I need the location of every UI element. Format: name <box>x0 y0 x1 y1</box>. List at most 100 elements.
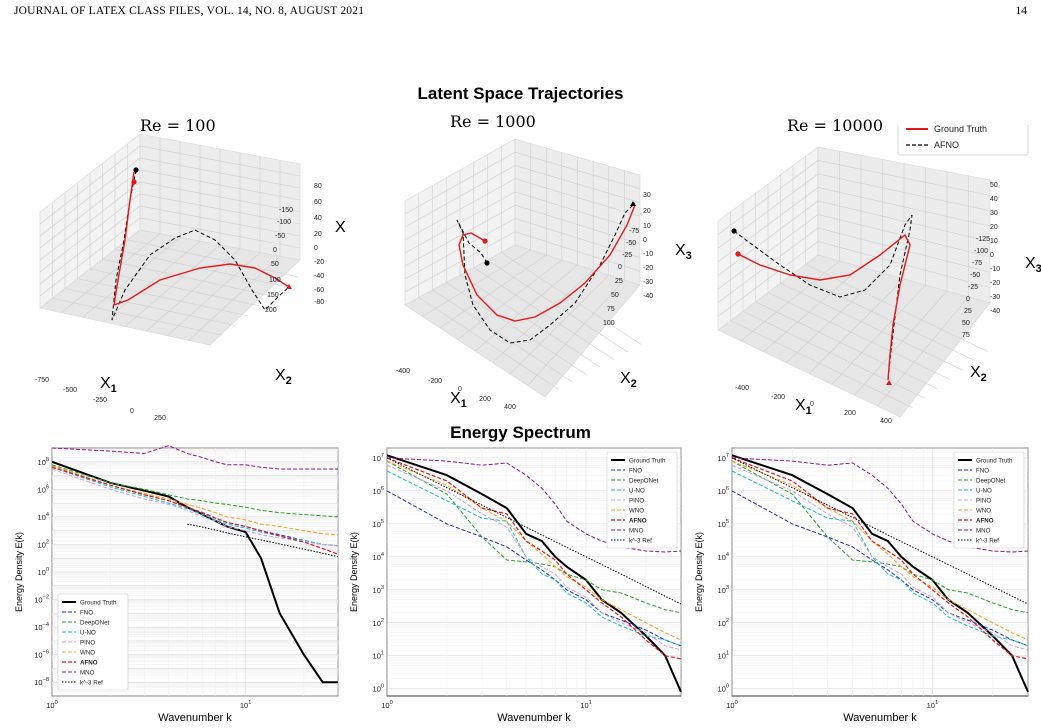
y-tick-label: 107 <box>373 453 384 463</box>
z-tick-label: 40 <box>314 215 322 222</box>
x-tick-label: 100 <box>726 700 737 710</box>
grid-line <box>446 282 587 375</box>
legend-label: FNO <box>629 468 642 475</box>
x-tick-label: 101 <box>927 700 938 710</box>
grid-line <box>717 241 991 317</box>
grid-line <box>509 166 610 375</box>
legend-label: AFNO <box>80 660 98 667</box>
series-line-deeponet <box>386 460 682 614</box>
y-tick-label: 50 <box>962 320 970 327</box>
y-tick-label: 101 <box>718 651 729 661</box>
y-tick-label: 106 <box>718 486 729 496</box>
grid-line <box>77 278 248 317</box>
y-axis-label: Energy Density E(k) <box>694 532 704 612</box>
z-tick-label: -60 <box>314 287 324 294</box>
series-line-fno <box>731 490 1029 647</box>
y-tick-label: 10−2 <box>34 595 49 605</box>
series-line-afno <box>731 457 1029 660</box>
x-tick-label: -400 <box>396 368 410 375</box>
x-tick-label: -250 <box>93 397 107 404</box>
series-line-afno <box>51 466 339 555</box>
y-tick-label: -50 <box>275 233 285 240</box>
grid-line <box>459 274 601 368</box>
grid-line <box>404 151 641 215</box>
series-line-wno <box>386 460 682 641</box>
legend-label: PINO <box>629 498 644 505</box>
grid-line <box>792 273 976 362</box>
grid-line <box>501 252 642 345</box>
legend-label: FNO <box>80 610 93 617</box>
z-tick-label: 30 <box>990 210 998 217</box>
y-tick-label: 0 <box>966 296 970 303</box>
y-tick-label: -25 <box>968 284 978 291</box>
x-tick-label: 200 <box>479 396 491 403</box>
grid-line <box>52 297 223 336</box>
z-tick-label: -40 <box>314 273 324 280</box>
grid-line <box>740 151 840 342</box>
x1-axis-label: X1 <box>450 390 467 410</box>
z-tick-label: -20 <box>990 280 1000 287</box>
z-tick-label: -40 <box>990 308 1000 315</box>
legend-label: Ground Truth <box>934 125 987 134</box>
spectrum-legend: Ground Truth FNO DeepONet U-NO PINO WNO AFNO MN… <box>606 451 678 549</box>
y-tick-label: 105 <box>718 519 729 529</box>
y-tick-label: 103 <box>718 585 729 595</box>
latent-plot-re100: -750-500-25002505007501000200150100500-5… <box>35 133 345 420</box>
legend-label: U-NO <box>976 488 992 495</box>
y-tick-label: 25 <box>615 278 623 285</box>
y-tick-label: 100 <box>603 320 615 327</box>
legend-box <box>953 451 1025 549</box>
x-tick-label: 0 <box>130 408 134 415</box>
legend-label: Ground Truth <box>976 458 1013 465</box>
grid-line <box>831 167 926 385</box>
x-tick-label: -400 <box>735 385 749 392</box>
legend-label: AFNO <box>934 140 959 150</box>
grid-line <box>39 145 301 225</box>
series-line-ground-truth <box>51 460 338 684</box>
series-line-wno <box>731 460 1029 641</box>
end-marker <box>286 284 292 289</box>
z-tick-label: -30 <box>643 279 653 286</box>
y-tick-label: -50 <box>626 240 636 247</box>
y-tick-label: -100 <box>277 219 291 226</box>
z-tick-label: 0 <box>990 252 994 259</box>
series-line-u-no <box>386 470 682 647</box>
z-tick-label: 10 <box>643 223 651 230</box>
x2-axis-label: X2 <box>275 367 292 387</box>
z-tick-label: -40 <box>643 293 653 300</box>
x-tick-label: -750 <box>35 377 49 384</box>
grid-line <box>767 292 951 380</box>
end-marker <box>886 380 892 385</box>
y-tick-label: 104 <box>718 552 729 562</box>
legend-label: Ground Truth <box>80 600 117 607</box>
x1-axis-label: X1 <box>795 397 812 417</box>
z-tick-label: 20 <box>990 224 998 231</box>
x-tick-label: 0 <box>458 386 462 393</box>
energy-spectrum-re100: 108 106 104 102 100 10−2 10−4 10−6 10−8 100 101 Wav… <box>14 445 339 724</box>
grid-line <box>64 288 236 326</box>
floor-pane <box>404 244 641 398</box>
x-tick-label: 200 <box>844 410 856 417</box>
series-line-deeponet <box>731 460 1029 614</box>
x-tick-label: 100 <box>381 700 392 710</box>
x2-axis-label: X2 <box>970 364 987 384</box>
y-tick-label: 106 <box>373 486 384 496</box>
y-axis-label: Energy Density E(k) <box>14 532 24 612</box>
legend-box <box>57 593 129 691</box>
y-tick-label: 108 <box>38 457 49 467</box>
panel3d-title-1: Re = 100 <box>140 116 216 135</box>
z-tick-label: -20 <box>314 259 324 266</box>
grid-line <box>39 169 301 249</box>
grid-line <box>474 157 578 352</box>
latent-plot-re10000: -400-20002004007550250-25-50-75-100-1255… <box>717 125 1041 425</box>
y-tick-label: -75 <box>972 260 982 267</box>
y-tick-label: 100 <box>38 567 49 577</box>
grid-line <box>717 160 991 235</box>
y-axis-label: Energy Density E(k) <box>349 532 359 612</box>
z-tick-label: 20 <box>314 231 322 238</box>
ground-truth-trajectory <box>737 233 911 381</box>
y-tick-label: 10−4 <box>34 622 49 632</box>
y-tick-label: -150 <box>279 207 293 214</box>
afno-trajectory <box>456 202 636 344</box>
grid-line <box>404 204 641 267</box>
